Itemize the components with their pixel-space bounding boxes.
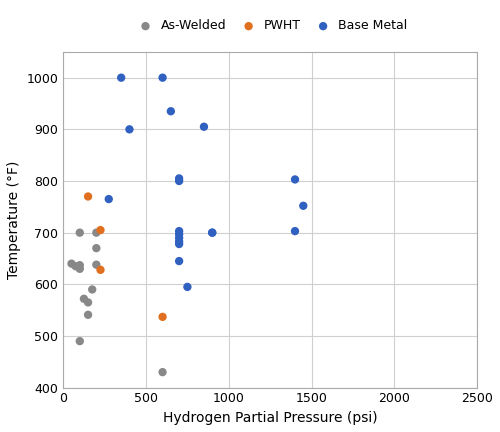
- X-axis label: Hydrogen Partial Pressure (psi): Hydrogen Partial Pressure (psi): [163, 411, 378, 425]
- As-Welded: [88, 286, 96, 293]
- Base Metal: [291, 228, 299, 235]
- Base Metal: [167, 108, 175, 115]
- PWHT: [158, 313, 166, 320]
- Base Metal: [175, 235, 183, 241]
- As-Welded: [92, 229, 100, 236]
- As-Welded: [68, 260, 76, 267]
- As-Welded: [76, 229, 84, 236]
- Base Metal: [300, 202, 308, 209]
- Base Metal: [175, 257, 183, 264]
- Base Metal: [208, 229, 216, 236]
- Base Metal: [105, 196, 113, 203]
- Base Metal: [184, 283, 192, 290]
- PWHT: [96, 227, 104, 234]
- As-Welded: [76, 265, 84, 272]
- Y-axis label: Temperature (°F): Temperature (°F): [7, 161, 21, 279]
- As-Welded: [92, 245, 100, 251]
- Legend: As-Welded, PWHT, Base Metal: As-Welded, PWHT, Base Metal: [128, 14, 412, 38]
- As-Welded: [84, 311, 92, 318]
- Base Metal: [175, 238, 183, 245]
- Base Metal: [126, 126, 134, 133]
- As-Welded: [92, 261, 100, 268]
- Base Metal: [291, 176, 299, 183]
- Base Metal: [175, 241, 183, 248]
- Base Metal: [175, 231, 183, 238]
- Base Metal: [175, 228, 183, 235]
- As-Welded: [72, 263, 80, 270]
- As-Welded: [76, 262, 84, 269]
- PWHT: [96, 267, 104, 273]
- Base Metal: [208, 229, 216, 236]
- As-Welded: [84, 299, 92, 306]
- Base Metal: [175, 175, 183, 182]
- PWHT: [84, 193, 92, 200]
- As-Welded: [76, 338, 84, 345]
- As-Welded: [80, 295, 88, 302]
- Base Metal: [175, 178, 183, 184]
- Base Metal: [117, 74, 125, 81]
- Base Metal: [200, 123, 208, 130]
- Base Metal: [158, 74, 166, 81]
- As-Welded: [158, 368, 166, 375]
